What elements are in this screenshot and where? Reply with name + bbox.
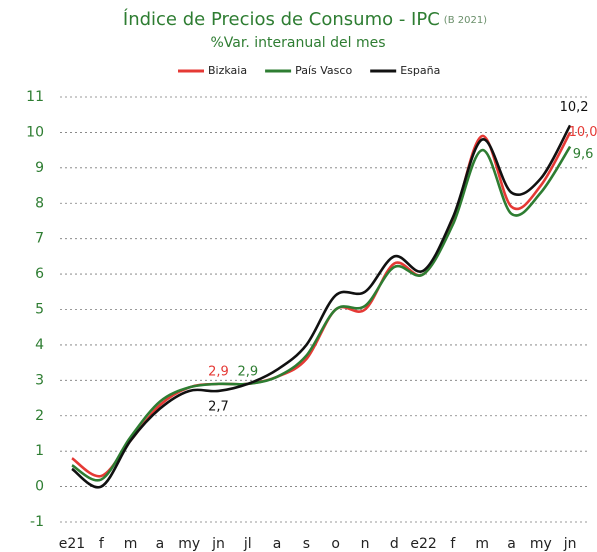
- y-tick-label: 2: [35, 408, 44, 424]
- x-tick-label: jn: [211, 536, 225, 552]
- x-tick-label: a: [273, 536, 282, 552]
- x-tick-label: n: [361, 536, 370, 552]
- x-tick-label: jl: [243, 536, 252, 552]
- x-tick-label: o: [331, 536, 340, 552]
- y-tick-label: 7: [35, 231, 44, 247]
- data-label: 9,6: [573, 147, 594, 162]
- y-tick-label: 11: [26, 89, 44, 105]
- y-tick-label: 5: [35, 302, 44, 318]
- data-label: 2,7: [208, 399, 229, 414]
- legend-label: España: [400, 64, 440, 77]
- x-tick-label: e22: [410, 536, 436, 552]
- data-label: 2,9: [237, 364, 258, 379]
- legend-label: Bizkaia: [208, 64, 247, 77]
- y-tick-label: 9: [35, 160, 44, 176]
- x-tick-label: a: [507, 536, 516, 552]
- y-tick-label: 1: [35, 443, 44, 459]
- title-note: (B 2021): [444, 15, 487, 26]
- x-tick-label: m: [124, 536, 138, 552]
- x-tick-label: my: [178, 536, 200, 552]
- series-line: [71, 124, 572, 489]
- data-label: 10,2: [560, 100, 589, 115]
- series-line: [71, 145, 572, 482]
- x-tick-label: a: [156, 536, 165, 552]
- title-main: Índice de Precios de Consumo - IPC: [123, 8, 440, 30]
- y-tick-label: 0: [35, 479, 44, 495]
- data-label: 2,9: [208, 364, 229, 379]
- y-tick-label: 10: [26, 124, 44, 140]
- y-tick-label: 3: [35, 372, 44, 388]
- x-tick-label: f: [99, 536, 105, 552]
- x-tick-label: d: [390, 536, 399, 552]
- legend-label: País Vasco: [295, 64, 352, 77]
- chart-title: Índice de Precios de Consumo - IPC (B 202…: [123, 8, 487, 30]
- series-line: [71, 131, 572, 478]
- x-tick-label: s: [303, 536, 310, 552]
- y-tick-label: 6: [35, 266, 44, 282]
- y-tick-label: 8: [35, 195, 44, 211]
- y-tick-label: 4: [35, 337, 44, 353]
- x-tick-label: m: [475, 536, 489, 552]
- x-tick-label: f: [450, 536, 456, 552]
- data-label: 10,0: [569, 125, 597, 140]
- y-tick-label: -1: [30, 514, 44, 530]
- x-tick-label: jn: [563, 536, 577, 552]
- chart-subtitle: %Var. interanual del mes: [211, 35, 386, 51]
- x-tick-label: e21: [59, 536, 85, 552]
- x-tick-label: my: [530, 536, 552, 552]
